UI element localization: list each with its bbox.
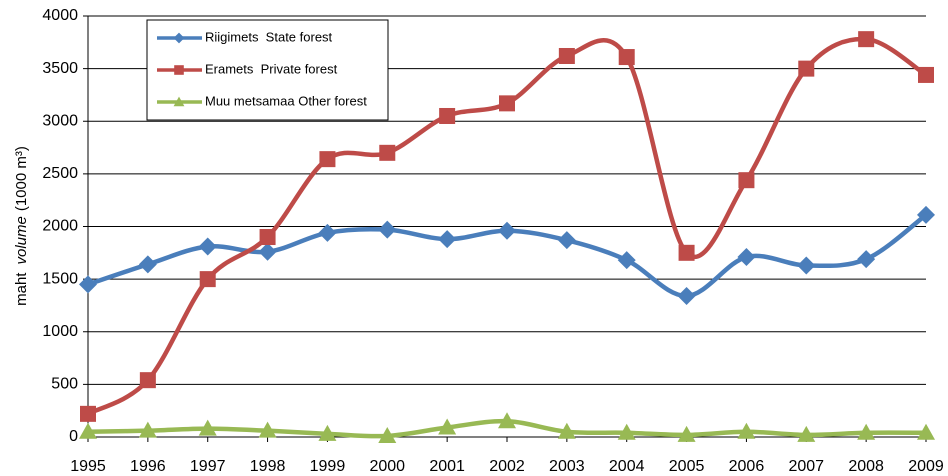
marker <box>918 66 934 83</box>
x-tick-label: 2003 <box>549 458 585 475</box>
marker <box>857 250 876 269</box>
marker <box>318 424 337 441</box>
marker <box>677 425 696 442</box>
marker <box>738 172 755 189</box>
x-tick-label: 1999 <box>310 458 346 475</box>
marker <box>379 144 396 161</box>
marker <box>498 412 516 429</box>
y-tick-label: 3500 <box>42 60 78 77</box>
marker <box>258 242 277 261</box>
marker <box>138 421 157 438</box>
y-axis-title-part: (1000 m³) <box>13 146 30 211</box>
legend-label: Muu metsamaa Other forest <box>205 93 367 108</box>
marker <box>138 255 157 274</box>
marker <box>558 47 575 64</box>
y-tick-label: 0 <box>69 428 78 445</box>
x-tick-label: 2005 <box>669 458 705 475</box>
marker <box>319 151 336 168</box>
marker <box>258 421 277 438</box>
marker <box>498 221 516 240</box>
marker <box>80 405 96 422</box>
marker <box>79 275 97 294</box>
marker <box>259 229 276 246</box>
y-tick-label: 2500 <box>42 165 78 182</box>
marker <box>173 96 185 107</box>
y-axis-title-part: volume <box>13 216 30 264</box>
marker <box>557 231 576 250</box>
marker <box>79 422 97 439</box>
x-tick-label: 2004 <box>609 458 645 475</box>
y-tick-label: 1000 <box>42 323 78 340</box>
x-tick-label: 1995 <box>70 458 106 475</box>
marker <box>378 426 397 443</box>
y-tick-label: 1500 <box>42 270 78 287</box>
marker <box>439 107 456 124</box>
marker <box>617 251 636 270</box>
y-tick-label: 4000 <box>42 7 78 24</box>
x-tick-label: 1996 <box>130 458 166 475</box>
marker <box>737 422 756 439</box>
marker <box>797 256 816 275</box>
legend: Riigimets State forest Eramets Private fo… <box>146 19 389 121</box>
x-tick-label: 1998 <box>250 458 286 475</box>
marker <box>378 220 397 239</box>
x-tick-label: 1997 <box>190 458 226 475</box>
marker <box>198 419 217 436</box>
y-axis-title: maht volume (1000 m³) <box>13 146 30 306</box>
y-tick-label: 2000 <box>42 218 78 235</box>
marker <box>499 95 515 112</box>
marker <box>797 425 816 442</box>
x-tick-label: 2001 <box>429 458 465 475</box>
y-axis-title-part: maht <box>13 272 30 306</box>
marker <box>173 32 185 44</box>
y-tick-label: 500 <box>51 376 78 393</box>
x-tick-label: 2009 <box>908 458 944 475</box>
marker <box>139 372 156 389</box>
marker <box>798 60 815 77</box>
marker <box>917 423 935 440</box>
marker <box>617 423 636 440</box>
x-tick-label: 2008 <box>848 458 884 475</box>
marker <box>917 205 935 224</box>
x-tick-label: 2007 <box>788 458 824 475</box>
marker <box>174 65 184 75</box>
y-tick-label: 3000 <box>42 112 78 129</box>
marker <box>438 418 457 435</box>
legend-label: Eramets Private forest <box>205 61 338 76</box>
marker <box>858 31 875 48</box>
marker <box>557 422 576 439</box>
legend-label: Riigimets State forest <box>205 29 333 44</box>
marker <box>857 423 876 440</box>
marker <box>677 286 696 305</box>
series-line <box>86 36 928 416</box>
marker <box>618 49 635 66</box>
x-tick-label: 2000 <box>369 458 405 475</box>
marker <box>438 230 457 249</box>
x-tick-label: 2002 <box>489 458 525 475</box>
marker <box>198 237 217 256</box>
marker <box>678 244 695 261</box>
marker <box>737 248 756 267</box>
marker <box>318 223 337 242</box>
marker <box>199 271 216 288</box>
x-tick-label: 2006 <box>729 458 765 475</box>
